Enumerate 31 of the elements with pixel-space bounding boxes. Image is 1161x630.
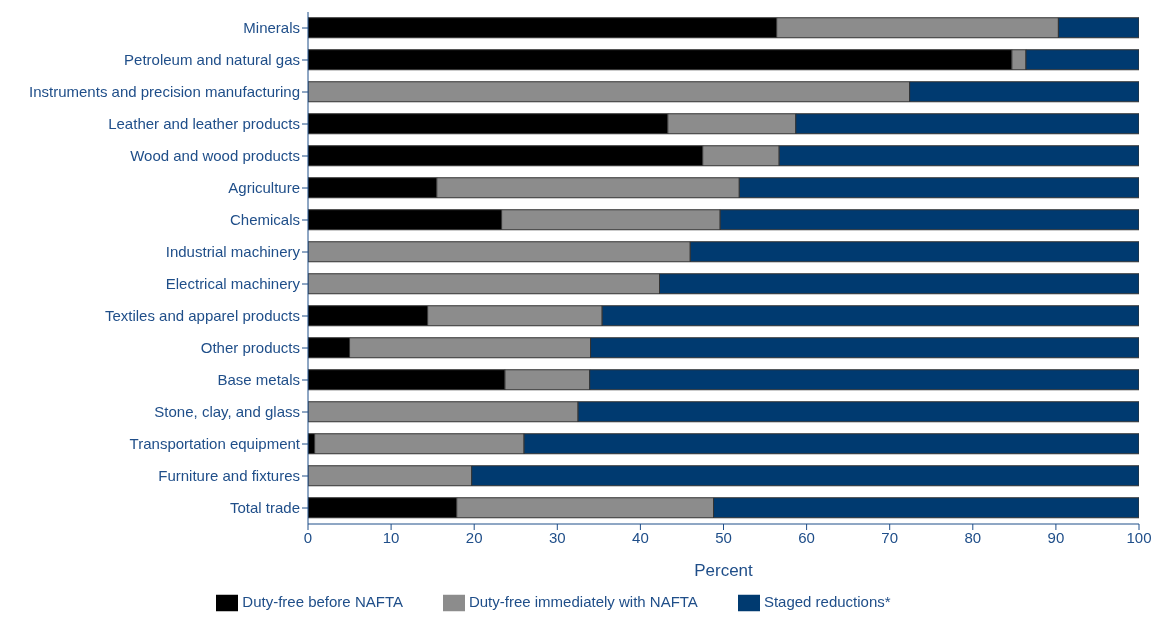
x-tick-label: 20	[465, 528, 483, 546]
y-tick-label: Electrical machinery	[165, 275, 301, 293]
y-tick-label: Base metals	[217, 371, 300, 389]
x-tick-label: 70	[881, 528, 899, 546]
x-tick-label: 30	[548, 528, 566, 546]
y-tick-label: Minerals	[243, 19, 300, 37]
legend-label: Duty-free immediately with NAFTA	[468, 593, 698, 611]
y-tick-label: Furniture and fixtures	[158, 467, 300, 485]
y-tick-label: Petroleum and natural gas	[124, 51, 300, 69]
x-tick-label: 80	[964, 528, 982, 546]
x-tick-label: 40	[632, 528, 649, 546]
x-tick-label: 50	[715, 528, 732, 546]
y-tick-label: Leather and leather products	[108, 115, 300, 133]
x-tick-label: 90	[1047, 528, 1065, 546]
x-axis-title: Percent	[694, 561, 754, 580]
y-tick-label: Industrial machinery	[165, 243, 301, 261]
y-tick-label: Transportation equipment	[129, 435, 301, 453]
x-tick-label: 10	[382, 528, 400, 546]
y-tick-label: Wood and wood products	[130, 147, 300, 165]
y-tick-label: Textiles and apparel products	[104, 307, 300, 325]
y-tick-label: Chemicals	[229, 211, 300, 229]
y-tick-label: Instruments and precision manufacturing	[29, 83, 300, 101]
x-tick-label: 60	[798, 528, 815, 546]
y-tick-label: Stone, clay, and glass	[154, 403, 300, 421]
x-tick-label: 100	[1126, 528, 1152, 546]
legend-label: Staged reductions*	[763, 593, 891, 611]
x-tick-label: 0	[303, 528, 313, 546]
y-tick-label: Agriculture	[228, 179, 300, 197]
y-tick-label: Other products	[200, 339, 300, 357]
legend-label: Duty-free before NAFTA	[242, 593, 403, 611]
y-tick-label: Total trade	[229, 499, 300, 517]
